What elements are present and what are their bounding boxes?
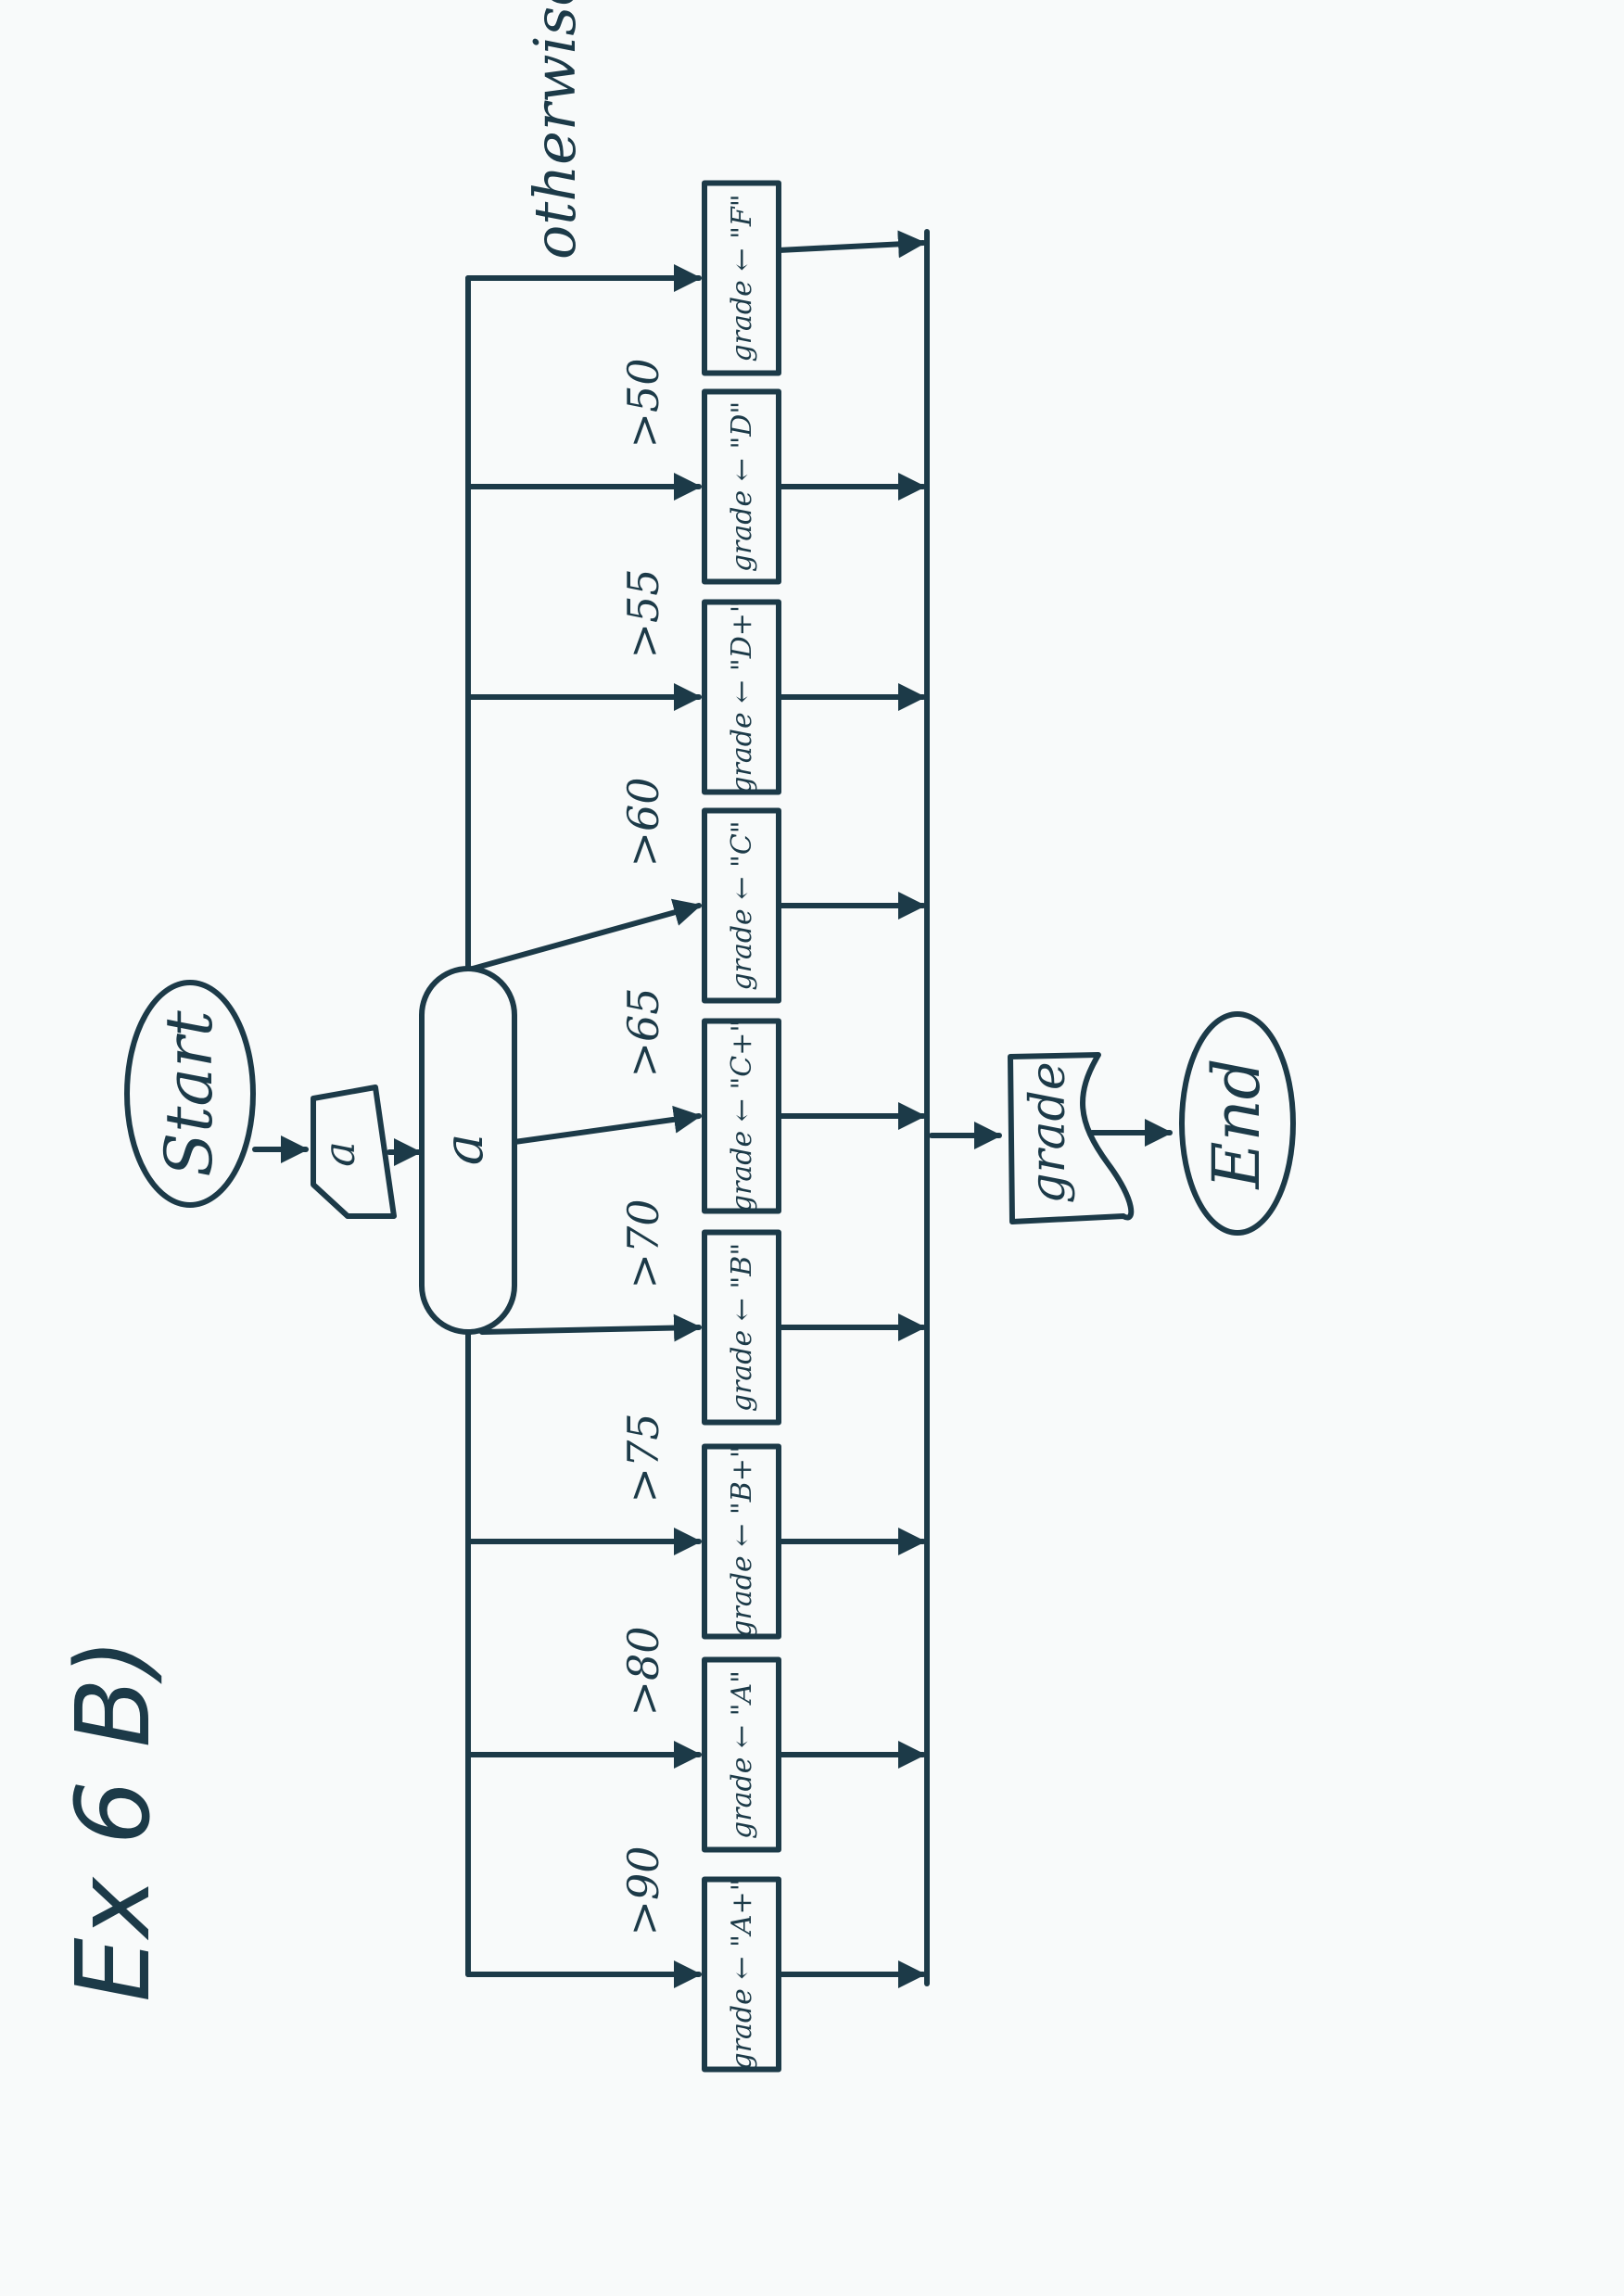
branch-6: >55 grade ← "D+" [465,568,926,795]
branch-condition: >90 [618,1846,668,1935]
branch-condition: >65 [618,987,668,1077]
action-label: grade ← "F" [726,194,758,362]
branch-condition: >50 [618,358,668,448]
output-document: grade [1008,1052,1135,1224]
input-label: a [314,1141,364,1166]
action-label: grade ← "A" [726,1670,758,1839]
branch-condition: otherwise [521,0,589,260]
end-terminal: End [1179,1011,1296,1236]
branch-3: >70 grade ← "B" [479,1199,926,1426]
branch-condition: >80 [618,1626,668,1716]
branch-out-arrow [776,230,926,259]
branch-7: >50 grade ← "D" [465,358,926,585]
branch-in-arrow [512,1105,702,1145]
action-label: grade ← "B+" [726,1445,758,1637]
branch-1: >80 grade ← "A" [465,1626,926,1853]
action-label: grade ← "A+" [726,1879,758,2071]
branches: >90 grade ← "A+" >80 grade ← "A" >75 grade ← … [465,0,926,2073]
action-box [702,180,781,376]
input-shape: a [311,1085,397,1219]
branch-condition: >60 [618,777,668,867]
decision-box: a [419,966,517,1335]
branch-0: >90 grade ← "A+" [465,1846,926,2073]
branch-condition: >55 [618,568,668,658]
branch-in-arrow [470,898,702,971]
branch-condition: >75 [618,1413,668,1503]
branch-2: >75 grade ← "B+" [465,1413,926,1640]
branch-5: >60 grade ← "C" [470,777,926,1004]
branch-8: otherwise grade ← "F" [465,0,926,376]
branch-in-arrow [479,1313,702,1342]
action-label: grade ← "B" [726,1243,758,1412]
action-label: grade ← "C" [726,820,758,990]
decision-label: a [432,1134,495,1166]
branch-4: >65 grade ← "C+" [512,987,926,1214]
action-label: grade ← "C+" [726,1020,758,1212]
output-label: grade [1021,1061,1076,1203]
action-label: grade ← "D" [726,401,758,572]
branch-condition: >70 [618,1199,668,1288]
page-title: Ex 6 B) [54,1638,172,2002]
action-label: grade ← "D+" [726,600,758,793]
start-label: Start [151,1009,227,1176]
end-label: End [1199,1059,1275,1191]
start-terminal: Start [124,980,256,1208]
